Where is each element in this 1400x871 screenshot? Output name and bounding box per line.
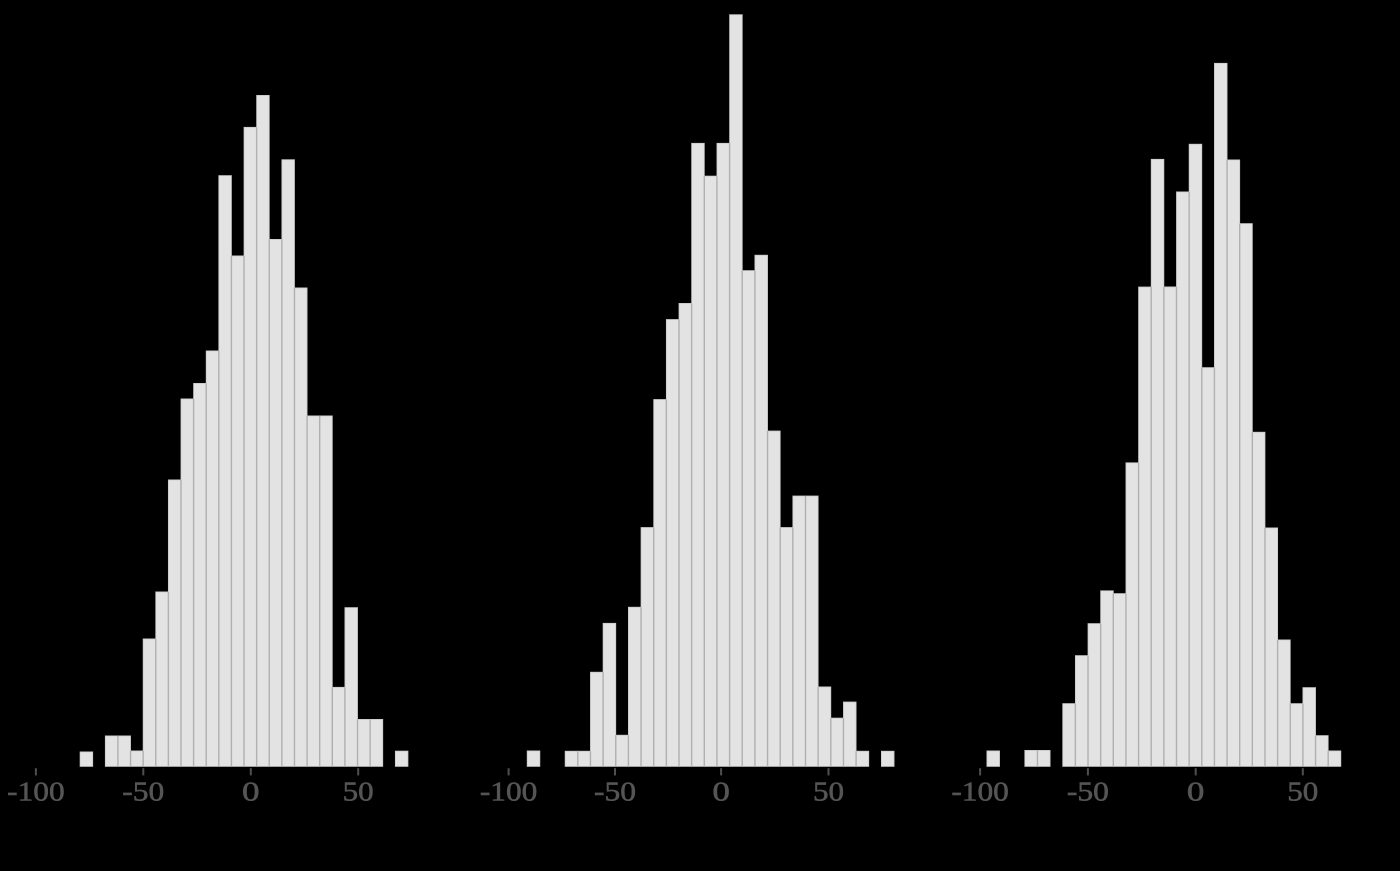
svg-text:0: 0 [712,777,730,807]
svg-text:50: 50 [813,777,844,807]
svg-text:-50: -50 [1067,777,1109,807]
svg-text:-50: -50 [122,777,164,807]
svg-text:-100: -100 [480,777,538,807]
svg-text:-100: -100 [951,777,1009,807]
svg-text:-100: -100 [7,777,65,807]
svg-text:0: 0 [1187,777,1205,807]
svg-text:50: 50 [1287,777,1318,807]
svg-text:-50: -50 [594,777,636,807]
svg-text:0: 0 [242,777,260,807]
svg-text:50: 50 [343,777,374,807]
